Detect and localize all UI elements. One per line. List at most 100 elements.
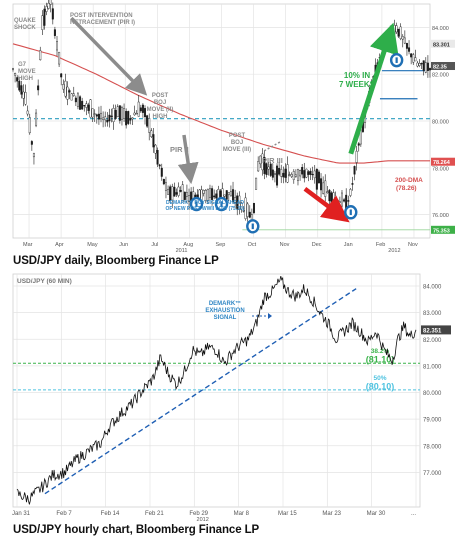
candle-body bbox=[41, 15, 44, 30]
candle-body bbox=[146, 115, 149, 127]
candle-body bbox=[104, 116, 107, 121]
chart-title: USD/JPY (60 MIN) bbox=[17, 278, 72, 285]
candle-body bbox=[116, 106, 119, 118]
y-tick-label: 80.000 bbox=[423, 391, 442, 397]
y-tick-label: 78.000 bbox=[432, 166, 449, 172]
candle-body bbox=[133, 112, 136, 116]
candle-body bbox=[309, 170, 312, 175]
decline-arrow bbox=[303, 187, 350, 223]
candle-body bbox=[242, 210, 245, 212]
candle-body bbox=[100, 112, 103, 120]
candle-body bbox=[93, 113, 96, 115]
candle-body bbox=[259, 155, 262, 165]
candle-body bbox=[175, 192, 178, 195]
candle-body bbox=[301, 167, 304, 175]
candle-body bbox=[160, 167, 163, 177]
y-tick-label: 84.000 bbox=[423, 285, 442, 291]
candle-body bbox=[236, 195, 239, 209]
candle-body bbox=[246, 203, 249, 217]
candle-body bbox=[97, 113, 100, 120]
candle-body bbox=[263, 156, 266, 174]
annotation-demark-exhaustion: SIGNAL bbox=[214, 315, 237, 321]
hourly-chart: 84.000 83.000 82.000 81.000 80.000 79.000 78.0… bbox=[12, 273, 451, 522]
value-tag: 82.35 bbox=[433, 65, 447, 71]
candle-body bbox=[35, 112, 38, 126]
x-tick-label: Aug bbox=[183, 242, 193, 248]
candle-body bbox=[215, 193, 218, 199]
candle-body bbox=[326, 191, 329, 194]
candle-body bbox=[315, 168, 318, 190]
candle-body bbox=[14, 73, 17, 76]
candle-body bbox=[56, 41, 59, 51]
candle-body bbox=[229, 191, 232, 197]
annotation-ten-percent: 7 WEEKS bbox=[339, 80, 376, 89]
annotation-pir1: RETRACEMENT (PIR I) bbox=[70, 20, 135, 26]
x-tick-label: Dec bbox=[312, 242, 322, 248]
x-tick-label: Mar 15 bbox=[278, 511, 297, 517]
candle-body bbox=[403, 37, 406, 44]
annotation-boj3: BOJ bbox=[231, 140, 243, 146]
candle-body bbox=[288, 174, 291, 176]
demark-leader-arrowhead bbox=[268, 313, 272, 319]
candle-body bbox=[271, 169, 274, 178]
x-tick-label: Mar 8 bbox=[234, 511, 250, 517]
candle-body bbox=[164, 182, 167, 191]
candle-body bbox=[125, 111, 128, 126]
x-tick-label: Feb 14 bbox=[101, 511, 120, 517]
candle-body bbox=[95, 114, 98, 117]
candle-body bbox=[66, 86, 69, 100]
x-tick-label: Mar bbox=[23, 242, 33, 248]
candle-body bbox=[357, 143, 360, 146]
candle-body bbox=[424, 62, 427, 73]
candle-body bbox=[177, 186, 180, 196]
candle-body bbox=[399, 26, 402, 39]
candle-body bbox=[74, 97, 77, 103]
candle-body bbox=[353, 166, 356, 175]
value-tag: 83.301 bbox=[433, 42, 450, 48]
y-tick-label: 82.000 bbox=[432, 73, 449, 79]
candle-body bbox=[280, 169, 283, 177]
y-tick-label: 77.000 bbox=[423, 471, 442, 477]
candle-body bbox=[429, 68, 432, 71]
candle-body bbox=[181, 184, 184, 202]
candle-body bbox=[141, 104, 144, 113]
candle-body bbox=[144, 108, 147, 118]
candle-body bbox=[179, 190, 182, 192]
candle-body bbox=[412, 54, 415, 63]
candle-body bbox=[324, 180, 327, 197]
candle-body bbox=[338, 201, 341, 203]
candle-body bbox=[238, 195, 241, 210]
candle-body bbox=[185, 192, 188, 197]
candle-body bbox=[148, 118, 151, 133]
x-tick-label: Feb 29 bbox=[189, 511, 208, 517]
annotation-dma-label: 200-DMA bbox=[395, 177, 423, 184]
annotation-demark-buy: DEMARK™ BUY SIGNAL AHEAD bbox=[166, 200, 244, 206]
last-value-tag: 82.351 bbox=[423, 328, 442, 334]
candle-body bbox=[422, 60, 425, 71]
daily-chart: 84.000 82.000 80.000 78.000 76.000 Mar Apr May J… bbox=[11, 0, 455, 253]
candle-body bbox=[123, 108, 126, 119]
candle-body bbox=[265, 163, 268, 175]
candle-body bbox=[37, 85, 40, 91]
candle-body bbox=[112, 108, 115, 122]
candle-body bbox=[240, 202, 243, 210]
candle-body bbox=[47, 3, 50, 9]
annotation-boj2: BOJ bbox=[154, 100, 166, 106]
candle-body bbox=[64, 80, 67, 97]
candle-body bbox=[343, 199, 346, 202]
candle-body bbox=[154, 144, 157, 154]
candle-body bbox=[53, 29, 56, 36]
candle-body bbox=[26, 110, 29, 115]
candle-body bbox=[330, 192, 333, 204]
candle-body bbox=[252, 202, 255, 214]
y-tick-label: 81.000 bbox=[423, 364, 442, 370]
candle-body bbox=[45, 6, 48, 12]
candle-body bbox=[62, 84, 65, 90]
candle-body bbox=[58, 51, 61, 65]
annotation-pir1: POST INTERVENTION bbox=[70, 13, 133, 19]
demark-ring-bar bbox=[220, 201, 223, 207]
candle-body bbox=[135, 113, 138, 115]
candle-body bbox=[232, 189, 235, 203]
x-tick-label: Feb 7 bbox=[56, 511, 72, 517]
x-tick-label: Mar 23 bbox=[322, 511, 341, 517]
